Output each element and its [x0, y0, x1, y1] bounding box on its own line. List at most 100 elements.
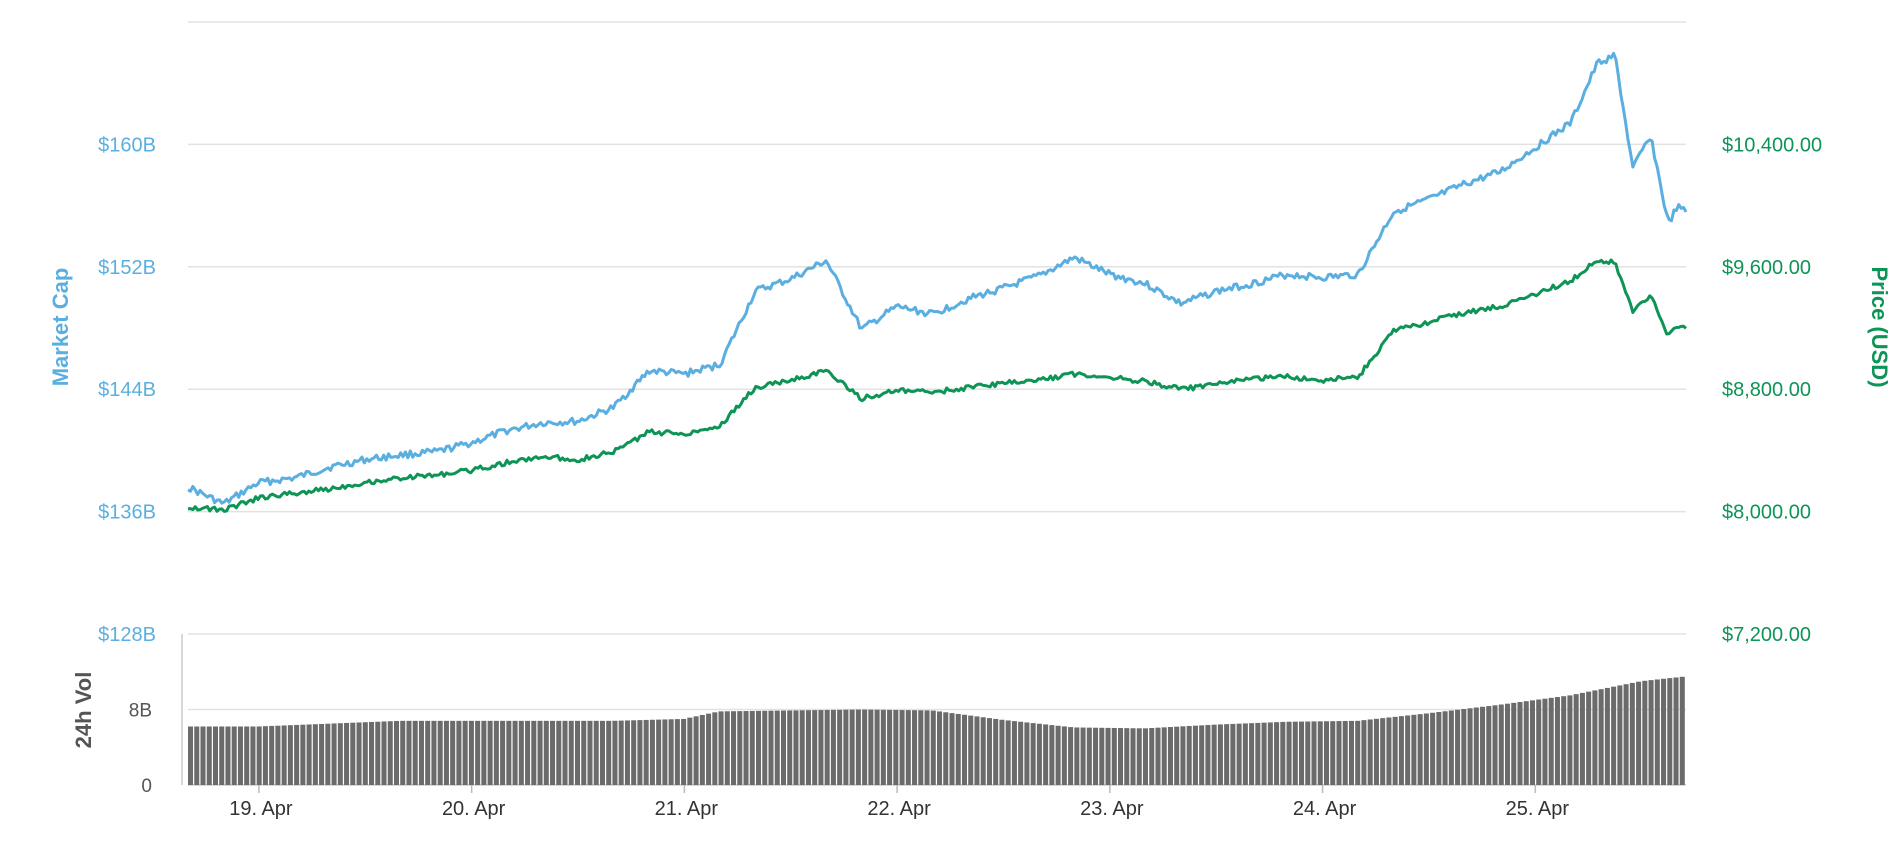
volume-bar: [961, 714, 968, 785]
volume-bar: [1667, 678, 1673, 785]
volume-bar: [1161, 727, 1167, 785]
volume-bar: [599, 720, 605, 785]
volume-bar: [1236, 723, 1242, 785]
volume-bar: [793, 710, 799, 785]
volume-bar: [662, 719, 668, 785]
volume-bar: [1661, 678, 1667, 785]
volume-bar: [325, 723, 331, 785]
volume-bars: [188, 676, 1685, 785]
volume-bar: [450, 720, 456, 785]
volume-bar: [1442, 711, 1448, 785]
price-line: [187, 258, 1687, 513]
volume-bar: [930, 710, 936, 785]
volume-bar: [1592, 690, 1598, 785]
volume-bar: [974, 716, 980, 785]
volume-bar: [1155, 727, 1161, 785]
volume-bar: [1018, 721, 1024, 785]
volume-bar: [550, 720, 556, 785]
volume-bar: [1030, 723, 1036, 785]
volume-bar: [344, 722, 350, 785]
volume-bar: [1242, 723, 1248, 785]
volume-bar: [1305, 721, 1311, 785]
volume-bar: [462, 720, 468, 785]
volume-bar: [918, 710, 924, 785]
volume-bar: [830, 709, 836, 785]
volume-bar: [437, 720, 443, 785]
volume-bar: [924, 710, 930, 785]
volume-bar: [1068, 727, 1074, 785]
volume-bar: [812, 710, 818, 785]
volume-bar: [855, 709, 861, 785]
volume-bar: [868, 709, 874, 785]
volume-bar: [1274, 722, 1280, 785]
volume-bar: [905, 710, 911, 785]
volume-bar: [425, 720, 431, 785]
volume-bar: [1679, 676, 1685, 785]
volume-bar: [1130, 728, 1136, 785]
volume-bar: [418, 720, 424, 785]
volume-bar: [1573, 694, 1579, 785]
volume-bar: [1024, 722, 1030, 785]
volume-bar: [275, 725, 281, 785]
volume-tick-label: 0: [141, 776, 152, 797]
y-left-tick-label: $144B: [98, 379, 156, 401]
volume-bar: [194, 726, 200, 785]
y-right-tick-label: $10,400.00: [1722, 134, 1822, 156]
volume-bar: [1473, 707, 1479, 785]
volume-bar: [369, 721, 375, 785]
volume-bar: [1043, 724, 1049, 785]
volume-bar: [312, 724, 318, 785]
volume-bar: [1230, 723, 1236, 785]
volume-bar: [1111, 727, 1117, 785]
volume-bar: [1205, 725, 1211, 785]
volume-bar: [493, 720, 499, 785]
volume-bar: [400, 720, 406, 785]
volume-bar: [1317, 721, 1323, 785]
y-axis-right-title: Price (USD): [1867, 266, 1892, 387]
volume-bar: [1180, 726, 1186, 785]
volume-bar: [1361, 720, 1367, 785]
volume-tick-label: 8B: [129, 701, 152, 722]
volume-bar: [880, 709, 886, 785]
volume-bar: [968, 715, 974, 785]
x-tick-label: 25. Apr: [1506, 798, 1570, 820]
volume-bar: [543, 720, 549, 785]
volume-bar: [319, 723, 325, 785]
volume-bar: [1448, 710, 1454, 785]
volume-bar: [1380, 718, 1386, 785]
volume-bar: [1267, 722, 1273, 785]
volume-bar: [912, 710, 918, 785]
volume-bar: [1167, 727, 1173, 785]
volume-bar: [393, 720, 400, 785]
volume-bar: [1061, 726, 1067, 785]
volume-bar: [799, 710, 805, 785]
volume-bar: [1417, 714, 1423, 785]
volume-bar: [1348, 720, 1354, 785]
volume-bar: [1049, 725, 1055, 785]
volume-bar: [581, 720, 587, 785]
volume-bar: [631, 720, 637, 785]
volume-bar: [843, 709, 849, 785]
volume-bar: [1142, 728, 1149, 785]
volume-bar: [687, 717, 693, 785]
volume-bar: [1124, 728, 1130, 785]
volume-bar: [1086, 727, 1092, 785]
volume-bar: [468, 720, 474, 785]
volume-bar: [1611, 686, 1617, 785]
volume-bar: [281, 725, 287, 785]
volume-bar: [1436, 712, 1442, 785]
volume-bar: [787, 710, 793, 785]
volume-bar: [893, 709, 899, 785]
volume-bar: [874, 709, 880, 785]
volume-bar: [1299, 721, 1305, 785]
volume-bar: [1617, 685, 1623, 785]
volume-bar: [350, 722, 356, 785]
volume-bar: [1074, 727, 1080, 785]
volume-bar: [955, 713, 961, 785]
volume-bar: [593, 720, 599, 785]
volume-bar: [475, 720, 481, 785]
volume-bar: [574, 720, 581, 785]
volume-bar: [1005, 720, 1011, 785]
volume-bar: [1186, 726, 1192, 785]
volume-bar: [1217, 724, 1223, 785]
